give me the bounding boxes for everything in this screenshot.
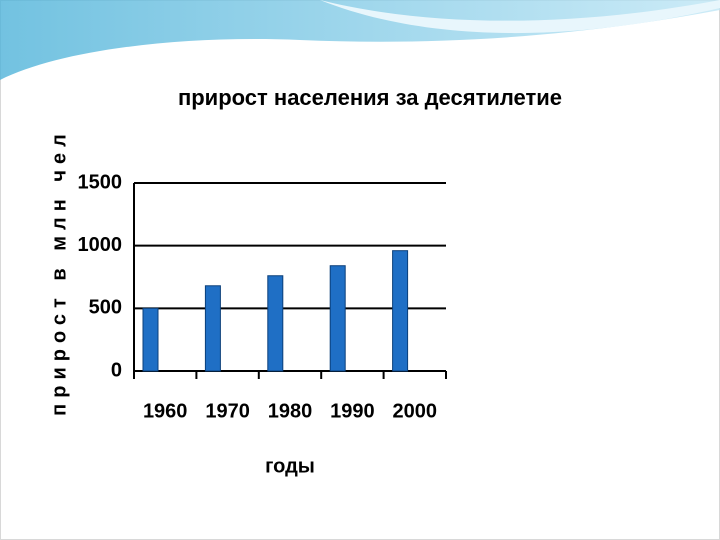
x-tick-label: 1990 [330, 400, 375, 422]
decor-swoosh [0, 0, 720, 80]
x-axis-label: годы [265, 455, 315, 477]
bar [329, 265, 346, 372]
x-tick-label: 1960 [143, 400, 188, 422]
x-tick-label: 1980 [268, 400, 313, 422]
y-tick-label: 1000 [78, 234, 123, 256]
bar [142, 307, 159, 372]
y-tick-label: 1500 [78, 171, 123, 193]
y-axis-label: прирост в млн чел [48, 128, 70, 416]
y-tick-label: 500 [89, 297, 122, 319]
x-tick-label: 1970 [205, 400, 250, 422]
bar [392, 250, 409, 372]
bar [204, 285, 221, 372]
chart-title: прирост населения за десятилетие [178, 85, 562, 110]
x-tick-label: 2000 [393, 400, 438, 422]
bar [267, 275, 284, 372]
y-tick-label: 0 [111, 359, 122, 381]
decor-swoosh-light [320, 0, 720, 34]
